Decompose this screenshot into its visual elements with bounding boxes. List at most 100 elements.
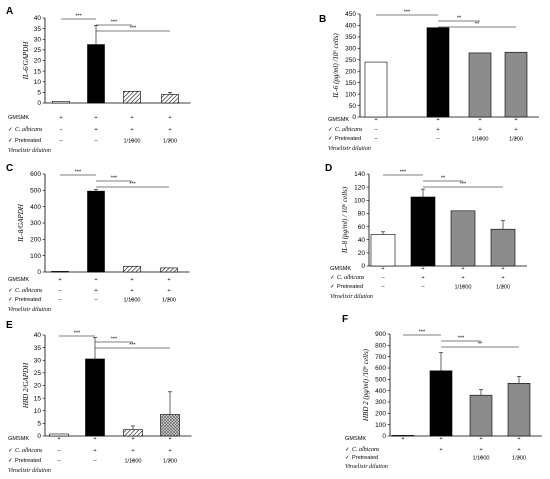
y-tick-label: 400: [345, 23, 356, 30]
y-tick-label: 600: [30, 171, 41, 178]
y-tick-label: 400: [375, 388, 386, 395]
check-icon: ✓: [345, 447, 350, 453]
condition-label-gmsmk: GMSMK: [8, 277, 29, 283]
check-icon: ✓: [8, 458, 13, 464]
bar-1: [49, 433, 69, 437]
condition-label-gmsmk: GMSMK: [345, 436, 366, 442]
condition-label-calbicans: C. albicans: [15, 288, 43, 294]
condition-label-calbicans: C. albicans: [337, 275, 365, 281]
y-tick-label: 300: [345, 46, 356, 53]
condition-value: +: [130, 115, 133, 121]
condition-value: +: [439, 436, 442, 442]
y-tick-label: 15: [34, 68, 42, 75]
condition-value: +: [374, 117, 377, 123]
y-tick-label: 800: [375, 343, 386, 350]
significance-label: **: [475, 22, 480, 28]
condition-value: –: [374, 136, 378, 142]
bar-1: [364, 61, 388, 118]
dilution-value: 1/1000: [472, 456, 489, 462]
y-tick-label: 100: [375, 422, 386, 429]
condition-value: –: [59, 138, 63, 144]
condition-value: +: [461, 266, 464, 272]
significance-label: **: [457, 16, 462, 22]
condition-value: +: [517, 447, 520, 453]
bar-1: [370, 234, 396, 267]
check-icon: ✓: [8, 127, 13, 133]
panel-letter: C: [6, 163, 13, 174]
condition-value: –: [374, 127, 378, 133]
condition-value: +: [479, 447, 482, 453]
y-tick-label: 200: [375, 411, 386, 418]
bar-2: [87, 190, 105, 273]
bar-4: [160, 414, 180, 437]
y-tick-label: 300: [30, 220, 41, 227]
condition-value: +: [167, 288, 170, 294]
condition-value: –: [59, 127, 63, 133]
condition-label-calbicans: C. albicans: [335, 127, 363, 133]
condition-label-pretreated: Pretreated: [15, 458, 41, 464]
condition-value: –: [436, 136, 440, 142]
y-tick-label: 100: [354, 197, 365, 204]
dilution-value: 1/200: [509, 137, 523, 143]
y-tick-label: 5: [37, 90, 41, 97]
condition-value: +: [381, 266, 384, 272]
dilution-value: 1/1000: [123, 298, 140, 304]
check-icon: ✓: [8, 297, 13, 303]
dilution-value: 1/1000: [124, 459, 141, 465]
condition-label-gmsmk: GMSMK: [330, 266, 351, 272]
y-tick-label: 140: [354, 171, 365, 178]
condition-label-calbicans: C. albicans: [352, 447, 380, 453]
y-tick-label: 50: [349, 103, 357, 110]
y-tick-label: 5: [37, 421, 41, 428]
bar-3: [468, 52, 492, 118]
y-tick-label: 20: [358, 250, 366, 257]
y-tick-label: 10: [34, 408, 42, 415]
panel-b: B 0 50 100 150 200 250 300 350 400 450 IL-6 (pg/ml)…: [319, 10, 539, 152]
condition-value: +: [478, 136, 481, 142]
condition-value: –: [57, 448, 61, 454]
y-tick-label: 900: [375, 331, 386, 338]
condition-value: +: [401, 436, 404, 442]
check-icon: ✓: [8, 448, 13, 454]
condition-value: +: [94, 115, 97, 121]
y-tick-label: 450: [345, 11, 356, 18]
y-tick-label: 500: [30, 188, 41, 195]
y-tick-label: 100: [30, 253, 41, 260]
condition-value: +: [421, 275, 424, 281]
condition-label-dilution: Viroelixir dilution: [345, 464, 388, 470]
condition-label-pretreated: Pretreated: [15, 138, 41, 144]
condition-label-calbicans: C. albicans: [15, 448, 43, 454]
y-tick-label: 40: [34, 332, 42, 339]
condition-value: +: [167, 277, 170, 283]
significance-label: ***: [74, 331, 81, 337]
condition-value: +: [168, 115, 171, 121]
bar-1: [51, 271, 69, 273]
dilution-value: 1/200: [496, 285, 510, 291]
y-tick-label: 10: [34, 79, 42, 86]
y-tick-label: 120: [354, 184, 365, 191]
panel-letter: F: [342, 314, 348, 325]
condition-value: +: [479, 436, 482, 442]
bar-4: [507, 382, 531, 437]
check-icon: ✓: [8, 138, 13, 144]
y-tick-label: 30: [34, 357, 42, 364]
bar-4: [160, 267, 178, 273]
condition-value: +: [131, 436, 134, 442]
bar-2: [429, 370, 453, 437]
condition-value: +: [514, 117, 517, 123]
check-icon: ✓: [8, 288, 13, 294]
condition-label-gmsmk: GMSMK: [328, 117, 349, 123]
check-icon: ✓: [330, 275, 335, 281]
condition-value: +: [436, 117, 439, 123]
bar-3: [469, 394, 493, 437]
condition-value: –: [94, 138, 98, 144]
dilution-value: 1/1000: [471, 137, 488, 143]
condition-value: –: [57, 458, 61, 464]
y-tick-label: 0: [37, 100, 41, 107]
condition-value: –: [381, 284, 385, 290]
y-tick-label: 25: [34, 47, 42, 54]
significance-label: ***: [111, 20, 118, 26]
significance-label: **: [441, 176, 446, 182]
y-tick-label: 700: [375, 354, 386, 361]
